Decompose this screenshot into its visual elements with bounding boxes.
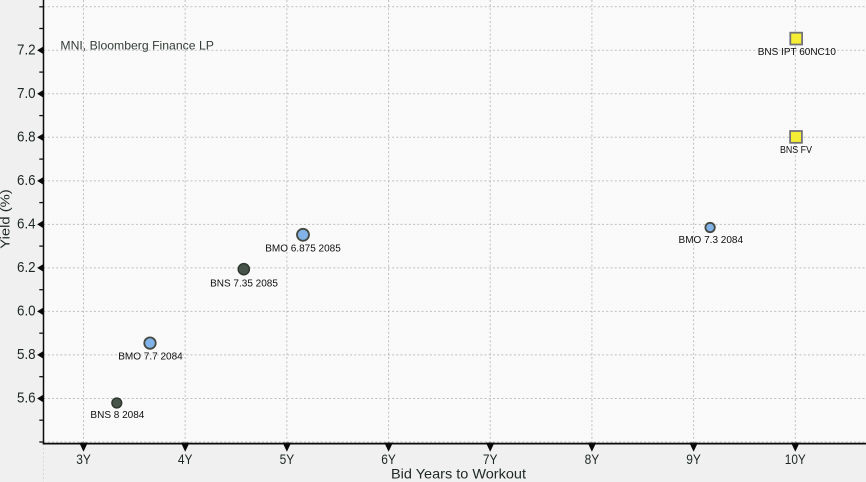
svg-text:6.4: 6.4 (17, 216, 36, 233)
svg-text:9Y: 9Y (686, 451, 701, 467)
svg-text:6Y: 6Y (381, 451, 396, 467)
svg-text:6.6: 6.6 (17, 172, 36, 189)
svg-text:MNI, Bloomberg Finance LP: MNI, Bloomberg Finance LP (60, 39, 214, 53)
svg-text:7Y: 7Y (483, 451, 498, 467)
svg-text:4Y: 4Y (178, 451, 193, 467)
svg-text:BMO 7.7 2084: BMO 7.7 2084 (118, 351, 183, 362)
svg-text:7.0: 7.0 (17, 85, 36, 102)
svg-text:10Y: 10Y (785, 451, 807, 467)
svg-text:BNS 8 2084: BNS 8 2084 (90, 410, 144, 421)
svg-text:7.2: 7.2 (17, 42, 36, 59)
svg-text:6.8: 6.8 (17, 129, 36, 146)
svg-text:Yield (%): Yield (%) (0, 189, 13, 249)
svg-text:BNS FV: BNS FV (780, 145, 812, 156)
svg-text:BMO 7.3 2084: BMO 7.3 2084 (679, 235, 744, 246)
svg-text:5.8: 5.8 (17, 346, 36, 363)
svg-text:6.0: 6.0 (17, 303, 36, 320)
svg-text:6.2: 6.2 (17, 259, 36, 276)
svg-text:8Y: 8Y (585, 451, 600, 467)
svg-text:5.6: 5.6 (17, 390, 36, 407)
svg-text:Bid Years to Workout: Bid Years to Workout (391, 466, 526, 482)
svg-text:BMO 6.875 2085: BMO 6.875 2085 (265, 243, 341, 254)
svg-text:BNS IPT 60NC10: BNS IPT 60NC10 (758, 47, 837, 58)
svg-text:3Y: 3Y (76, 451, 91, 467)
svg-text:BNS 7.35 2085: BNS 7.35 2085 (210, 278, 278, 289)
svg-text:5Y: 5Y (280, 451, 295, 467)
